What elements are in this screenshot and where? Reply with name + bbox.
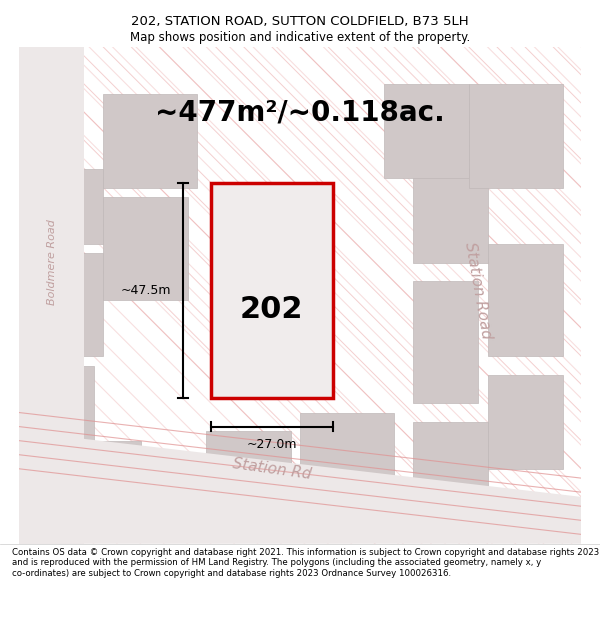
Text: Station Road: Station Road [462, 241, 494, 340]
Polygon shape [19, 47, 85, 544]
Bar [413, 169, 487, 262]
Bar [487, 244, 563, 356]
Bar [300, 412, 394, 488]
Bar [103, 94, 197, 188]
Bar [469, 84, 563, 188]
Text: Boldmere Road: Boldmere Road [47, 219, 56, 306]
Bar [211, 182, 333, 399]
Bar [487, 375, 563, 469]
Text: Contains OS data © Crown copyright and database right 2021. This information is : Contains OS data © Crown copyright and d… [12, 548, 599, 578]
Bar [28, 366, 94, 450]
Text: 202, STATION ROAD, SUTTON COLDFIELD, B73 5LH: 202, STATION ROAD, SUTTON COLDFIELD, B73… [131, 16, 469, 28]
Bar [47, 441, 140, 497]
Text: Map shows position and indicative extent of the property.: Map shows position and indicative extent… [130, 31, 470, 44]
Bar [385, 84, 469, 178]
Text: ~477m²/~0.118ac.: ~477m²/~0.118ac. [155, 99, 445, 126]
Bar [206, 431, 290, 497]
Text: ~27.0m: ~27.0m [247, 438, 297, 451]
Text: 202: 202 [240, 295, 304, 324]
Text: ~47.5m: ~47.5m [121, 284, 172, 297]
Bar [28, 253, 103, 356]
Bar [413, 422, 487, 488]
Text: Station Rd: Station Rd [232, 456, 312, 482]
Bar [103, 197, 187, 300]
Polygon shape [19, 431, 581, 544]
Bar [28, 169, 103, 244]
Bar [413, 281, 478, 403]
